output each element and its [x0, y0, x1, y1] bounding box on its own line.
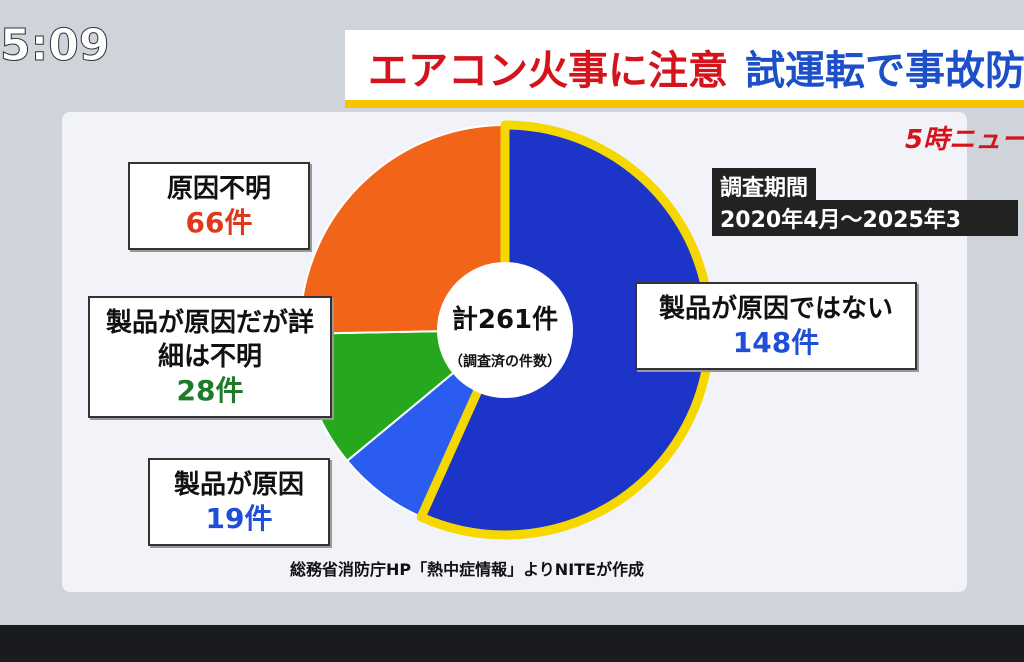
tv-bezel	[0, 625, 1024, 662]
slice-label: 原因不明 66件	[128, 162, 310, 250]
banner-stripe	[345, 100, 1024, 108]
category-label: 製品が原因ではない	[658, 294, 893, 324]
slice-label: 製品が原因だが詳細は不明 28件	[88, 296, 332, 418]
banner-title: 試運転で事故防	[745, 48, 1024, 94]
center-label: 計261件	[452, 304, 558, 335]
slice-label: 製品が原因 19件	[148, 458, 330, 546]
logo: 5時ニュー	[905, 125, 1024, 155]
pie-slice	[299, 123, 506, 335]
value-label: 148件	[732, 326, 820, 359]
category-label: 製品が原因だが詳細は不明	[105, 308, 314, 372]
period-label: 調査期間	[712, 168, 817, 204]
value-label: 28件	[176, 374, 244, 407]
source: 総務省消防庁HP「熱中症情報」よりNITEが作成	[290, 560, 644, 579]
center-note: （調査済の件数）	[449, 353, 561, 370]
period: 2020年4月～2025年3	[712, 200, 1018, 236]
clock: 5:09	[0, 20, 109, 71]
center-hole	[437, 262, 573, 398]
slice-label: 製品が原因ではない 148件	[635, 282, 917, 370]
category-label: 原因不明	[166, 174, 271, 204]
value-label: 19件	[205, 502, 273, 535]
category-label: 製品が原因	[173, 470, 304, 500]
banner-bg	[345, 30, 1024, 108]
value-label: 66件	[185, 206, 253, 239]
banner-title: エアコン火事に注意	[368, 48, 728, 94]
